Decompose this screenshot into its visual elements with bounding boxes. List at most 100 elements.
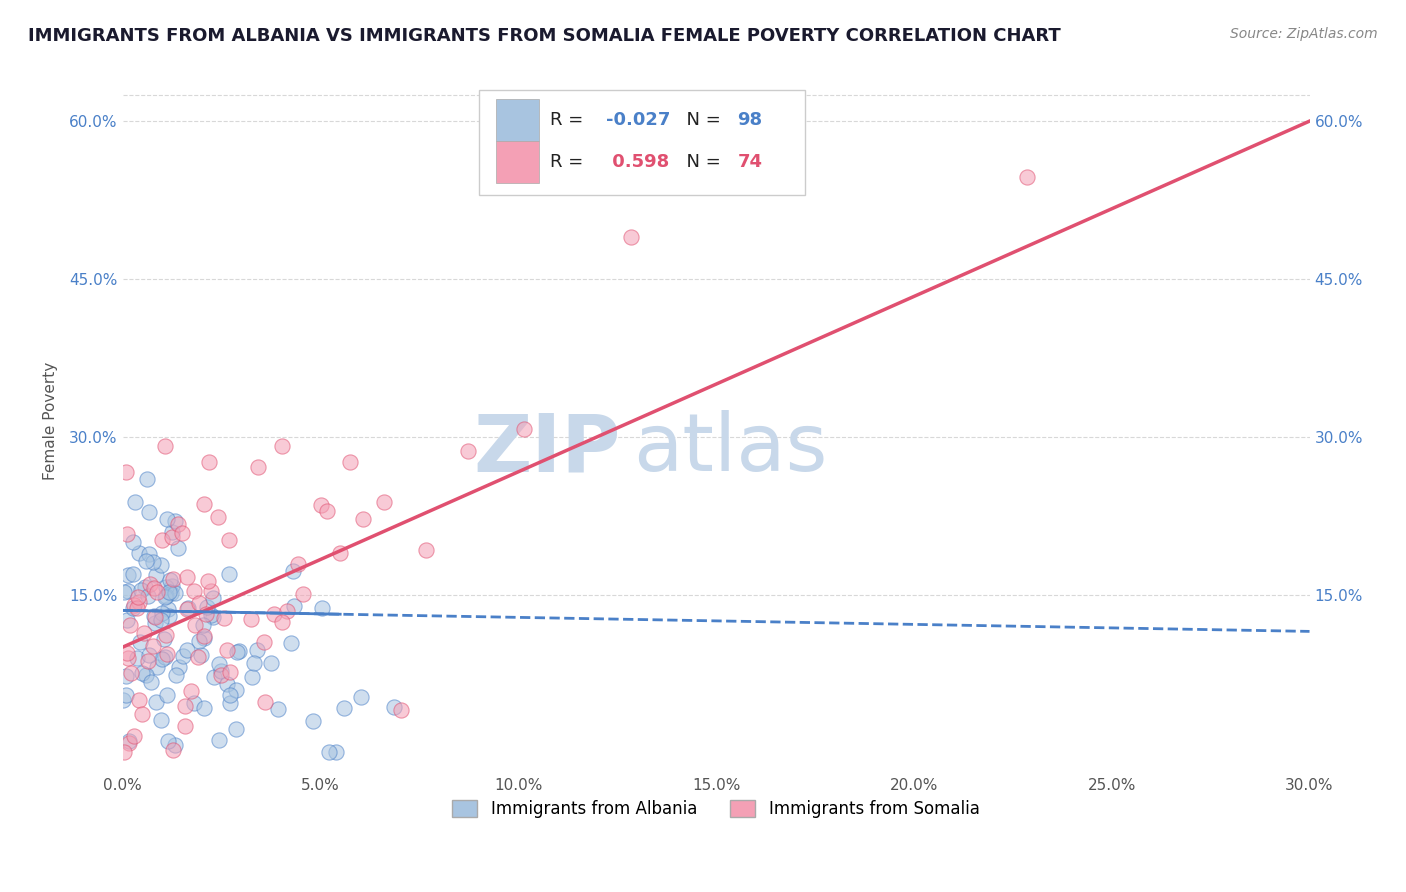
- Point: [315, 504, 337, 518]
- Point: [197, 574, 219, 588]
- Point: [135, 668, 157, 682]
- Point: [128, 595, 150, 609]
- Point: [209, 668, 232, 682]
- Point: [115, 526, 138, 541]
- Point: [200, 608, 222, 623]
- Point: [135, 472, 157, 486]
- Point: [139, 576, 162, 591]
- Point: [125, 600, 148, 615]
- Point: [190, 648, 212, 662]
- Point: [218, 566, 240, 581]
- Point: [149, 613, 172, 627]
- Point: [122, 535, 145, 549]
- Point: [198, 455, 221, 469]
- FancyBboxPatch shape: [496, 99, 540, 141]
- Point: [145, 568, 167, 582]
- Point: [120, 618, 142, 632]
- Point: [155, 649, 177, 664]
- Point: [208, 732, 231, 747]
- Point: [149, 713, 172, 727]
- Point: [143, 610, 166, 624]
- Point: [208, 657, 231, 671]
- Text: -0.027: -0.027: [606, 111, 671, 129]
- Text: R =: R =: [550, 153, 589, 171]
- Point: [128, 634, 150, 648]
- Point: [122, 729, 145, 743]
- Point: [152, 632, 174, 646]
- Point: [194, 607, 217, 621]
- Text: 0.598: 0.598: [606, 153, 669, 171]
- Point: [157, 585, 180, 599]
- FancyBboxPatch shape: [478, 90, 806, 195]
- Point: [157, 734, 180, 748]
- Point: [176, 602, 198, 616]
- Point: [283, 564, 305, 578]
- Point: [180, 683, 202, 698]
- Text: 98: 98: [737, 111, 762, 129]
- Point: [309, 498, 332, 512]
- Point: [165, 586, 187, 600]
- Point: [352, 512, 374, 526]
- Point: [291, 587, 314, 601]
- Point: [276, 604, 298, 618]
- Point: [115, 688, 138, 702]
- Point: [143, 615, 166, 630]
- Point: [176, 570, 198, 584]
- Point: [165, 667, 187, 681]
- Point: [124, 494, 146, 508]
- Point: [339, 455, 361, 469]
- Point: [156, 647, 179, 661]
- Point: [218, 689, 240, 703]
- Point: [153, 439, 176, 453]
- Point: [150, 606, 173, 620]
- Point: [271, 615, 294, 629]
- Point: [193, 629, 215, 643]
- Point: [246, 459, 269, 474]
- Point: [114, 669, 136, 683]
- Point: [159, 585, 181, 599]
- Point: [263, 607, 285, 621]
- Point: [329, 546, 352, 560]
- Point: [188, 596, 211, 610]
- Point: [228, 644, 250, 658]
- Point: [172, 525, 194, 540]
- Point: [215, 677, 238, 691]
- Point: [166, 541, 188, 556]
- Point: [157, 609, 180, 624]
- Point: [325, 745, 347, 759]
- Point: [156, 512, 179, 526]
- Point: [214, 611, 236, 625]
- Point: [155, 688, 177, 702]
- Point: [183, 583, 205, 598]
- Point: [246, 643, 269, 657]
- Point: [131, 706, 153, 721]
- Text: N =: N =: [675, 111, 725, 129]
- Text: N =: N =: [675, 153, 725, 171]
- Text: R =: R =: [550, 111, 589, 129]
- Point: [1015, 170, 1038, 185]
- Point: [117, 614, 139, 628]
- Point: [254, 695, 277, 709]
- Point: [389, 703, 412, 717]
- Point: [150, 652, 173, 666]
- Point: [253, 634, 276, 648]
- Point: [318, 745, 340, 759]
- Point: [193, 701, 215, 715]
- Point: [202, 670, 225, 684]
- Point: [333, 701, 356, 715]
- Point: [118, 733, 141, 747]
- Point: [134, 580, 156, 594]
- Point: [127, 590, 149, 604]
- Point: [207, 509, 229, 524]
- Point: [155, 590, 177, 604]
- Point: [162, 743, 184, 757]
- Point: [219, 696, 242, 710]
- Point: [620, 229, 643, 244]
- Point: [122, 598, 145, 612]
- Point: [174, 698, 197, 713]
- Point: [142, 639, 165, 653]
- Point: [287, 557, 309, 571]
- Text: ZIP: ZIP: [474, 410, 621, 488]
- Point: [225, 723, 247, 737]
- Point: [177, 601, 200, 615]
